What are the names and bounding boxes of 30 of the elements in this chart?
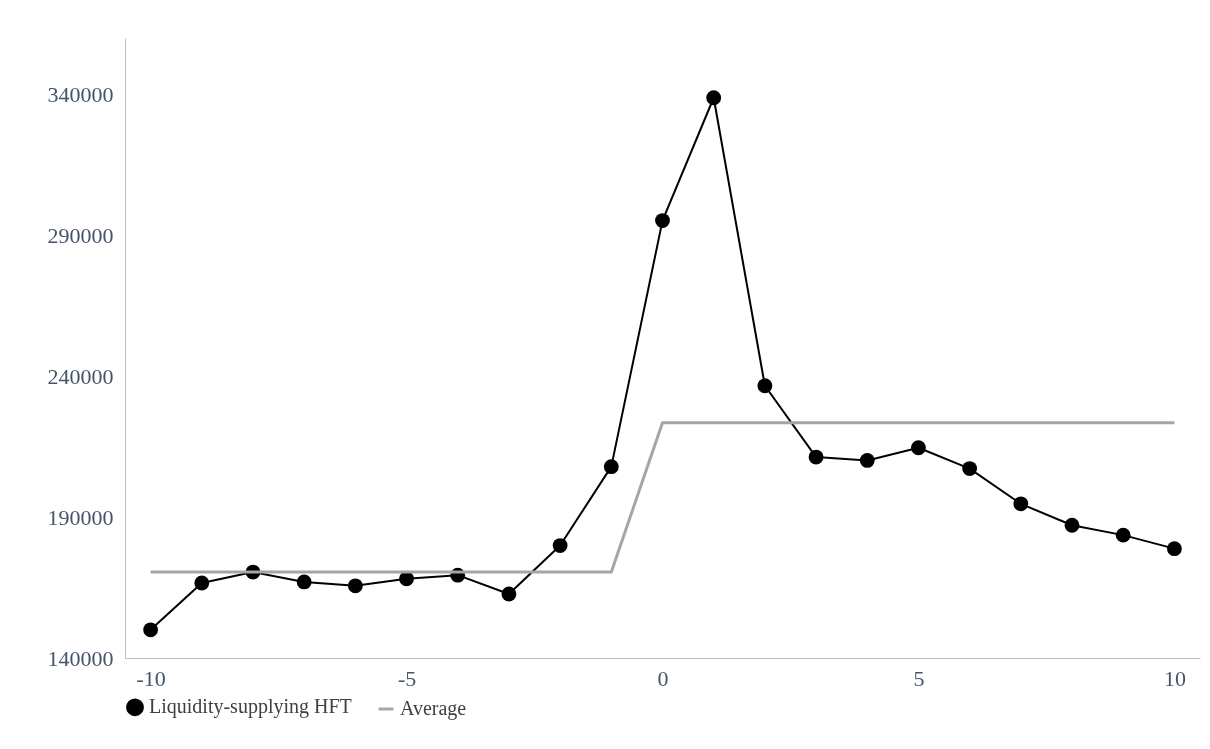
y-tick-label: 340000: [47, 81, 114, 107]
point: [655, 213, 670, 229]
point: [911, 440, 926, 456]
point: [347, 578, 363, 594]
point: [859, 453, 875, 468]
y-tick-label: 190000: [47, 504, 114, 530]
point: [962, 461, 978, 477]
point: [501, 586, 517, 602]
x-tick-label: 5: [913, 665, 925, 691]
point: [1013, 496, 1029, 512]
y-tick-label: 290000: [47, 222, 114, 248]
x-tick-label: -10: [136, 665, 166, 691]
legend-label: Liquidity-supplying HFT: [149, 695, 352, 719]
y-tick-label: 140000: [47, 645, 114, 671]
x-tick-label: 10: [1163, 665, 1186, 691]
point: [143, 622, 159, 638]
legend-label: Average: [400, 697, 467, 720]
point: [808, 449, 824, 465]
point: [1064, 517, 1080, 533]
x-tick-label: 0: [657, 665, 669, 691]
point: [194, 575, 210, 591]
point: [552, 538, 568, 553]
point: [757, 378, 773, 394]
point: [1115, 527, 1131, 543]
point: [1166, 541, 1182, 557]
point: [603, 459, 619, 475]
y-tick-label: 240000: [47, 363, 114, 389]
point: [706, 90, 722, 106]
x-tick-label: -5: [397, 665, 417, 691]
point: [296, 574, 312, 590]
